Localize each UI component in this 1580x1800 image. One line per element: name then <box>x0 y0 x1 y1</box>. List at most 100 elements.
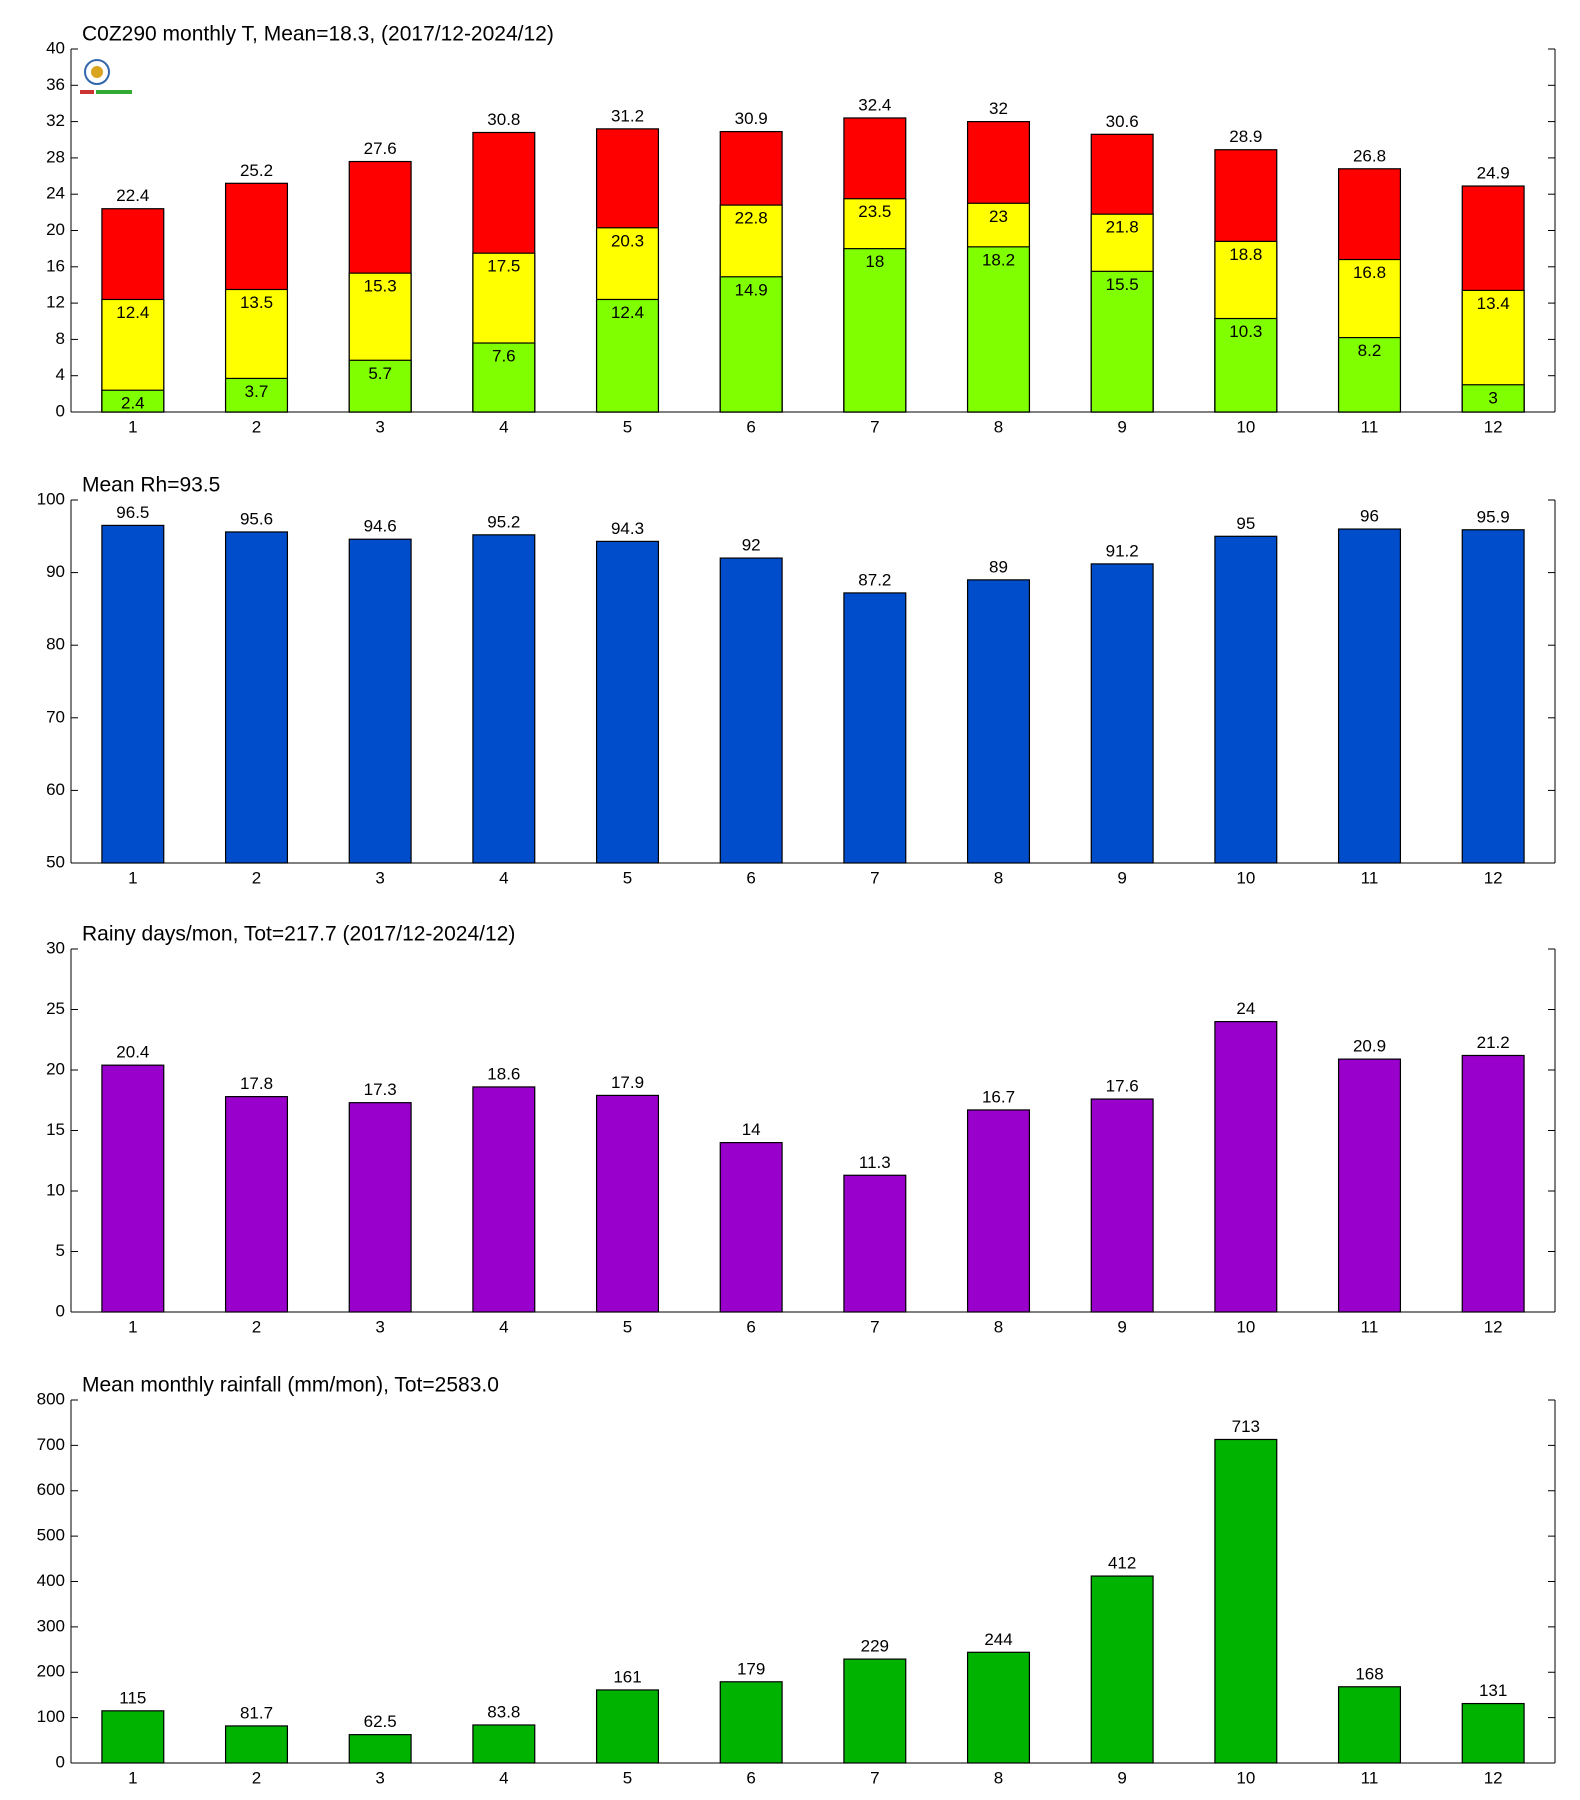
y-tick-label: 10 <box>46 1180 65 1199</box>
x-tick-label: 9 <box>1117 868 1126 887</box>
x-tick-label: 3 <box>375 417 384 436</box>
x-tick-label: 5 <box>623 868 632 887</box>
logo-bar <box>80 90 94 94</box>
bar <box>843 592 907 864</box>
x-tick-label: 12 <box>1484 1768 1503 1787</box>
y-tick-label: 12 <box>46 293 65 312</box>
value-label: 62.5 <box>364 1712 397 1731</box>
x-tick-label: 3 <box>375 1768 384 1787</box>
value-label: 16.7 <box>982 1087 1015 1106</box>
value-label: 11.3 <box>859 1153 891 1172</box>
y-tick-label: 4 <box>56 365 65 384</box>
value-label: 22.8 <box>735 209 768 228</box>
x-tick-label: 10 <box>1236 868 1255 887</box>
y-tick-label: 600 <box>37 1480 65 1499</box>
bar <box>472 342 536 413</box>
value-label: 21.8 <box>1106 218 1139 237</box>
bar <box>224 1096 289 1313</box>
chart-title: Rainy days/mon, Tot=217.7 (2017/12-2024/… <box>82 923 515 946</box>
y-tick-label: 50 <box>46 852 65 871</box>
value-label: 16.8 <box>1353 263 1386 282</box>
value-label: 17.5 <box>487 257 520 276</box>
value-label: 95 <box>1236 514 1255 533</box>
bar <box>1461 1054 1525 1313</box>
bar <box>224 1725 289 1764</box>
x-tick-label: 11 <box>1361 868 1379 887</box>
value-label: 17.9 <box>611 1073 644 1092</box>
value-label: 30.6 <box>1106 112 1139 131</box>
bar <box>1337 1686 1402 1764</box>
bar <box>595 298 660 413</box>
bar <box>1090 1575 1154 1764</box>
value-label: 161 <box>613 1667 641 1686</box>
bar <box>966 246 1031 413</box>
bar <box>1090 1098 1154 1313</box>
value-label: 28.9 <box>1229 127 1262 146</box>
value-label: 95.9 <box>1477 507 1510 526</box>
value-label: 179 <box>737 1659 765 1678</box>
bar <box>1090 270 1154 413</box>
logo <box>80 59 132 94</box>
bar <box>719 1141 783 1313</box>
y-tick-label: 24 <box>46 184 65 203</box>
value-label: 244 <box>984 1630 1012 1649</box>
value-label: 17.8 <box>240 1074 273 1093</box>
y-tick-label: 80 <box>46 635 65 654</box>
bar <box>719 1681 783 1764</box>
value-label: 713 <box>1232 1417 1260 1436</box>
value-label: 31.2 <box>611 106 644 125</box>
y-tick-label: 100 <box>37 1707 65 1726</box>
value-label: 94.3 <box>611 519 644 538</box>
value-label: 32.4 <box>858 95 891 114</box>
y-tick-label: 5 <box>56 1241 65 1260</box>
value-label: 2.4 <box>121 394 145 413</box>
value-label: 25.2 <box>240 161 273 180</box>
value-label: 24.9 <box>1477 164 1510 183</box>
value-label: 10.3 <box>1229 322 1262 341</box>
value-label: 18.6 <box>487 1064 520 1083</box>
chart-title: C0Z290 monthly T, Mean=18.3, (2017/12-20… <box>82 23 554 46</box>
value-label: 18.2 <box>982 250 1015 269</box>
x-tick-label: 7 <box>870 868 879 887</box>
y-tick-label: 300 <box>37 1616 65 1635</box>
value-label: 12.4 <box>611 303 644 322</box>
x-tick-label: 5 <box>623 1768 632 1787</box>
y-tick-label: 70 <box>46 707 65 726</box>
value-label: 95.2 <box>487 512 520 531</box>
x-tick-label: 10 <box>1236 417 1255 436</box>
bar <box>843 248 907 413</box>
value-label: 81.7 <box>240 1703 273 1722</box>
x-tick-label: 4 <box>499 1768 508 1787</box>
bar <box>719 276 783 413</box>
bar <box>1214 1020 1278 1313</box>
value-label: 3 <box>1488 388 1497 407</box>
value-label: 15.5 <box>1106 275 1139 294</box>
bar <box>966 579 1031 864</box>
x-tick-label: 12 <box>1484 868 1503 887</box>
value-label: 96 <box>1360 507 1379 526</box>
bar <box>348 1102 412 1313</box>
x-tick-label: 1 <box>128 868 137 887</box>
value-label: 83.8 <box>487 1702 520 1721</box>
y-tick-label: 100 <box>37 489 65 508</box>
value-label: 32 <box>989 99 1008 118</box>
x-tick-label: 1 <box>128 417 137 436</box>
x-tick-label: 11 <box>1361 417 1379 436</box>
chart-title: Mean monthly rainfall (mm/mon), Tot=2583… <box>82 1374 499 1397</box>
x-tick-label: 1 <box>128 1768 137 1787</box>
value-label: 30.9 <box>735 109 768 128</box>
y-tick-label: 28 <box>46 147 65 166</box>
y-tick-label: 500 <box>37 1526 65 1545</box>
y-tick-label: 15 <box>46 1120 65 1139</box>
x-tick-label: 7 <box>870 417 879 436</box>
y-tick-label: 700 <box>37 1435 65 1454</box>
value-label: 229 <box>861 1637 889 1656</box>
y-tick-label: 90 <box>46 562 65 581</box>
value-label: 18 <box>865 252 884 271</box>
value-label: 3.7 <box>245 382 269 401</box>
bar <box>966 1109 1031 1313</box>
x-tick-label: 4 <box>499 868 508 887</box>
x-tick-label: 4 <box>499 417 508 436</box>
